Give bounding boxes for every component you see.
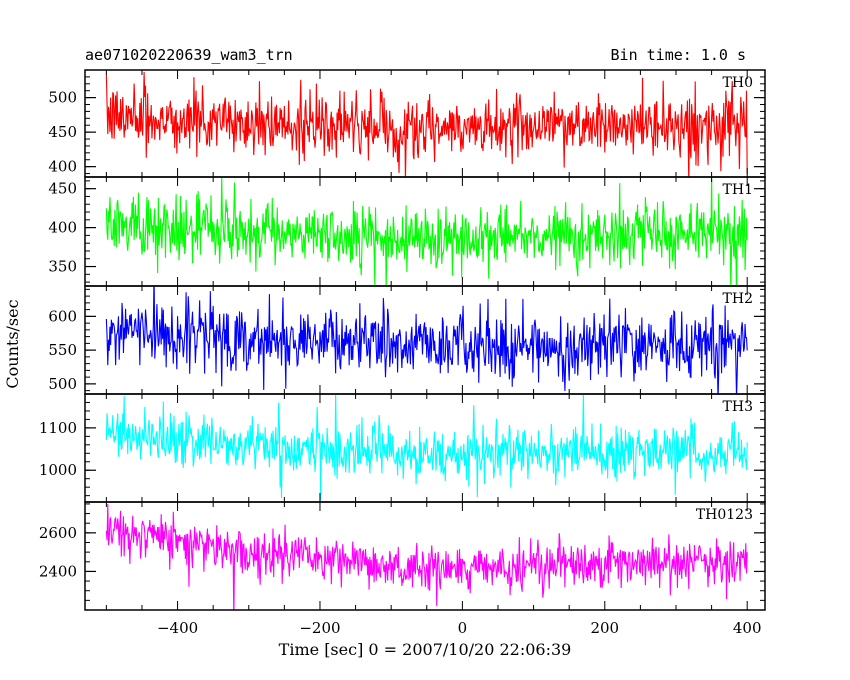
series-line-th3 — [105, 394, 748, 501]
y-tick-label: 1000 — [39, 461, 77, 479]
panel-th1: 350 400 450 TH1 — [48, 176, 766, 287]
y-tick-label: 600 — [48, 307, 77, 325]
y-tick-label: 400 — [48, 158, 77, 176]
panel-th3: 1000 1100 TH3 — [39, 393, 766, 503]
y-tick-label: 450 — [48, 123, 77, 141]
series-line-th0 — [105, 71, 748, 177]
panels-group: 400 450 500 TH0 350 400 450 TH1 500 550 600 TH2 1000… — [39, 69, 766, 611]
y-tick-label: 400 — [48, 219, 77, 237]
x-axis-label: Time [sec] 0 = 2007/10/20 22:06:39 — [279, 640, 572, 659]
bin-time-label: Bin time: 1.0 s — [611, 46, 746, 64]
chart-title: ae071020220639_wam3_trn — [85, 46, 293, 64]
y-tick-label: 450 — [48, 180, 77, 198]
y-tick-label: 1100 — [39, 419, 77, 437]
y-axis-label: Counts/sec — [3, 299, 22, 388]
panel-th2: 500 550 600 TH2 — [48, 285, 766, 395]
y-tick-label: 350 — [48, 258, 77, 276]
y-tick-label: 550 — [48, 341, 77, 359]
panel-frame — [84, 501, 766, 611]
panel-th0: 400 450 500 TH0 — [48, 69, 766, 178]
panel-label-th0: TH0 — [723, 75, 753, 91]
panel-label-th1: TH1 — [723, 182, 753, 198]
series-line-th0123 — [105, 503, 748, 610]
panel-label-th3: TH3 — [723, 399, 753, 415]
y-tick-label: 2400 — [39, 562, 77, 580]
x-tick-label: 400 — [733, 619, 762, 637]
y-tick-label: 2600 — [39, 524, 77, 542]
x-axis: −400 −200 0 200 400 — [157, 619, 762, 637]
x-tick-label: −200 — [299, 619, 340, 637]
panel-label-th2: TH2 — [723, 291, 753, 307]
series-line-th1 — [105, 177, 748, 286]
series-line-th2 — [105, 286, 748, 394]
y-tick-label: 500 — [48, 375, 77, 393]
x-tick-label: −400 — [157, 619, 198, 637]
panel-label-th0123: TH0123 — [696, 507, 753, 523]
x-tick-label: 200 — [590, 619, 619, 637]
y-tick-label: 500 — [48, 89, 77, 107]
x-tick-label: 0 — [458, 619, 468, 637]
panel-th0123: 2400 2600 TH0123 — [39, 501, 766, 611]
